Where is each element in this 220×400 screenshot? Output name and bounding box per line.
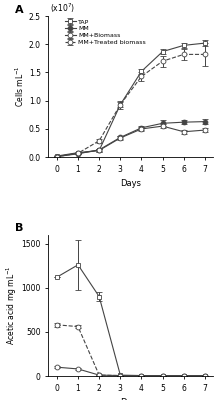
X-axis label: Days: Days [120, 398, 141, 400]
X-axis label: Days: Days [120, 179, 141, 188]
Y-axis label: Acetic acid mg mL$^{-1}$: Acetic acid mg mL$^{-1}$ [4, 266, 19, 345]
Text: (x10$^{7}$): (x10$^{7}$) [50, 1, 75, 14]
Text: A: A [15, 4, 24, 14]
Y-axis label: Cells mL$^{-1}$: Cells mL$^{-1}$ [13, 66, 26, 108]
Text: B: B [15, 224, 24, 234]
Legend: TAP, MM, MM+Biomass, MM+Treated biomass: TAP, MM, MM+Biomass, MM+Treated biomass [65, 19, 146, 45]
